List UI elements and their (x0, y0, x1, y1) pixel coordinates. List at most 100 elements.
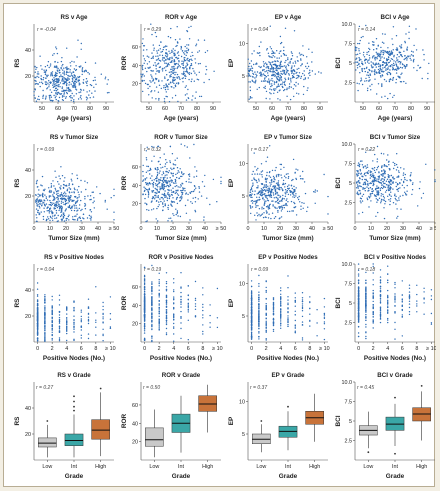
data-point (283, 83, 286, 86)
data-point (182, 81, 184, 83)
data-point (323, 328, 326, 330)
data-point (270, 64, 273, 66)
data-point (311, 51, 313, 53)
data-point (180, 189, 182, 192)
data-point (396, 54, 399, 56)
data-point (384, 200, 387, 203)
data-point (387, 189, 390, 192)
data-point (248, 70, 251, 72)
data-point (283, 71, 286, 73)
data-point (162, 68, 164, 70)
data-point (167, 206, 169, 209)
data-point (396, 166, 399, 168)
data-point (271, 52, 273, 55)
data-point (389, 54, 392, 56)
data-point (416, 69, 418, 72)
data-point (268, 206, 270, 208)
data-point (158, 80, 160, 83)
data-point (387, 195, 389, 197)
data-point (265, 297, 267, 300)
y-tick-label: 40 (132, 63, 138, 69)
data-point (80, 334, 83, 336)
x-tick-label: ≥ 10 (212, 346, 222, 352)
data-point (155, 68, 157, 70)
data-point (47, 74, 49, 77)
data-point (60, 215, 62, 218)
data-point (277, 187, 279, 189)
data-point (277, 194, 279, 196)
y-tick-label: 10.0 (342, 142, 353, 148)
data-point (281, 188, 283, 190)
data-point (270, 192, 272, 194)
data-point (282, 182, 284, 184)
data-point (283, 72, 285, 75)
data-point (399, 61, 402, 64)
data-point (88, 214, 91, 217)
data-point (45, 95, 47, 97)
data-point (60, 214, 63, 216)
data-point (295, 177, 297, 180)
data-point (36, 338, 39, 340)
data-point (376, 145, 379, 148)
data-point (396, 67, 398, 69)
data-point (64, 198, 67, 201)
data-point (174, 77, 176, 79)
data-point (157, 191, 159, 193)
data-point (264, 177, 267, 179)
data-point (113, 219, 115, 221)
data-point (293, 201, 295, 204)
data-point (162, 46, 165, 48)
data-point (57, 181, 59, 183)
data-point (290, 81, 292, 83)
data-point (84, 61, 87, 64)
data-point (181, 175, 183, 178)
data-point (272, 194, 275, 196)
data-point (256, 52, 259, 54)
data-point (286, 198, 288, 200)
data-point (57, 214, 59, 217)
data-point (157, 220, 159, 222)
data-point (262, 197, 264, 199)
data-point (38, 76, 40, 79)
data-point (165, 317, 168, 320)
data-point (250, 187, 253, 189)
data-point (181, 63, 184, 65)
data-point (53, 198, 55, 200)
data-point (72, 79, 74, 81)
data-point (204, 174, 206, 177)
data-point (190, 181, 192, 184)
data-point (66, 332, 68, 335)
x-axis-label: Positive Nodes (No.) (150, 355, 212, 362)
x-axis-label: Positive Nodes (No.) (43, 355, 105, 362)
data-point (397, 175, 400, 177)
data-point (54, 170, 56, 172)
data-point (362, 167, 365, 169)
data-point (143, 282, 146, 284)
data-point (387, 67, 389, 69)
data-point (421, 77, 423, 80)
data-point (180, 286, 182, 288)
data-point (52, 219, 54, 221)
data-point (165, 314, 168, 316)
data-point (392, 64, 394, 67)
data-point (48, 196, 50, 198)
data-point (142, 45, 145, 47)
data-point (86, 82, 88, 84)
data-point (93, 86, 95, 89)
data-point (258, 321, 260, 323)
data-point (377, 190, 380, 192)
y-axis-label: ROR (121, 56, 128, 71)
data-point (156, 173, 159, 175)
data-point (50, 72, 52, 74)
data-point (365, 271, 367, 274)
data-point (373, 169, 376, 172)
data-point (189, 66, 191, 68)
data-point (92, 79, 95, 82)
data-point (314, 189, 317, 191)
data-point (301, 202, 303, 204)
data-point (368, 42, 370, 44)
data-point (36, 217, 38, 219)
data-point (151, 307, 153, 310)
data-point (168, 217, 170, 220)
data-point (404, 173, 406, 176)
